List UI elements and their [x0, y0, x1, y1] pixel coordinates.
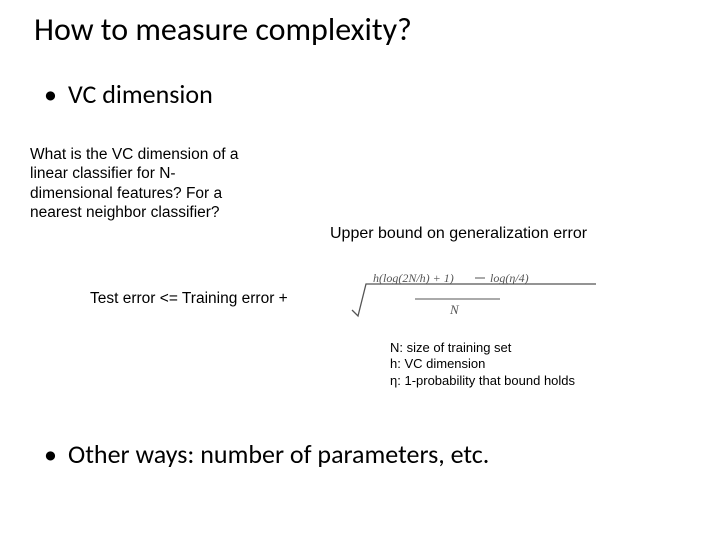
bullet-vc-dimension: •VC dimension	[44, 78, 213, 110]
sqrt-icon	[352, 284, 596, 316]
formula-denom: N	[449, 302, 460, 317]
formula-num-right: log(η/4)	[490, 271, 529, 285]
legend-block: N: size of training set h: VC dimension …	[390, 340, 575, 389]
legend-eta: η: 1-probability that bound holds	[390, 373, 575, 389]
bullet-other-ways: •Other ways: number of parameters, etc.	[44, 438, 489, 470]
legend-n: N: size of training set	[390, 340, 575, 356]
vc-question-text: What is the VC dimension of a linear cla…	[30, 145, 240, 223]
slide-title: How to measure complexity?	[34, 10, 412, 49]
legend-h: h: VC dimension	[390, 356, 575, 372]
bullet-dot-icon: •	[44, 78, 68, 110]
slide: How to measure complexity? •VC dimension…	[0, 0, 720, 540]
bullet-dot-icon: •	[44, 438, 68, 470]
bullet-text: Other ways: number of parameters, etc.	[68, 438, 489, 470]
upper-bound-label: Upper bound on generalization error	[330, 225, 587, 243]
inequality-text: Test error <= Training error +	[90, 290, 288, 308]
formula: h(log(2N/h) + 1) log(η/4) N	[350, 270, 600, 320]
bullet-text: VC dimension	[68, 78, 213, 110]
formula-num-left: h(log(2N/h) + 1)	[373, 271, 454, 285]
